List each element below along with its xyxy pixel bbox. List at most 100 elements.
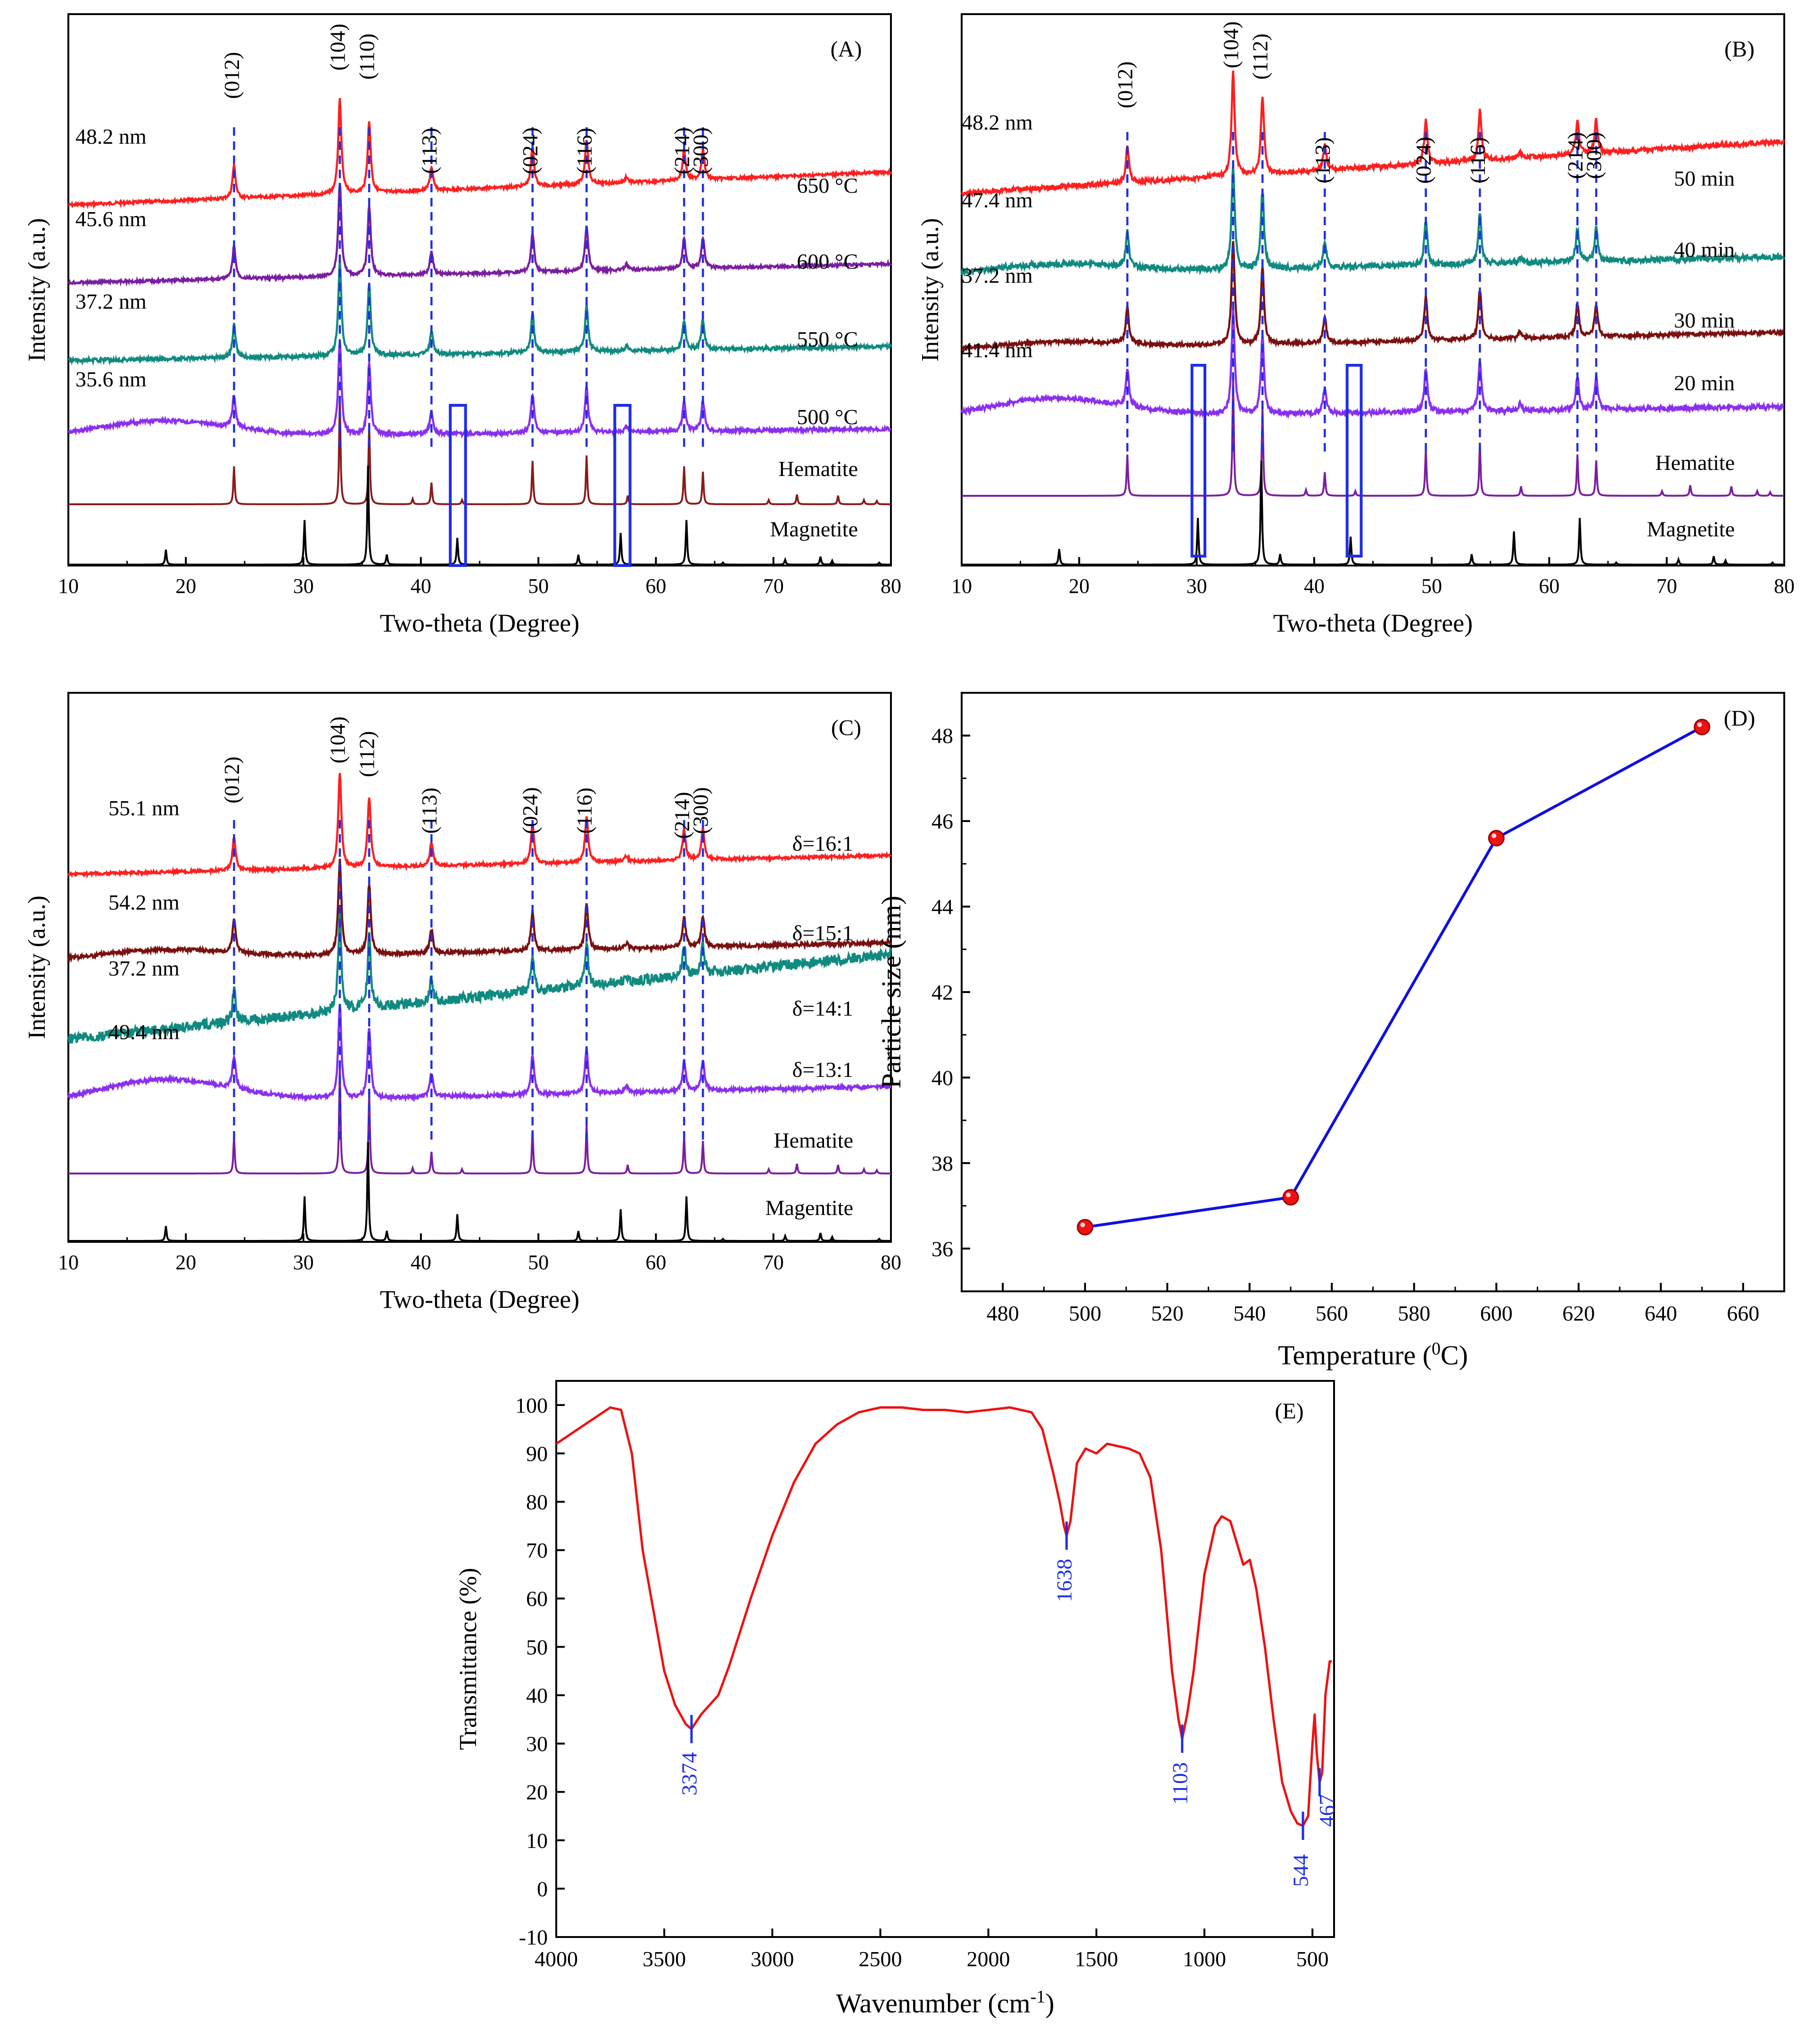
x-tick-label: 50 — [528, 1251, 549, 1274]
series-label: Hematite — [1655, 451, 1735, 475]
size-label: 45.6 nm — [75, 207, 147, 231]
peak-label: (024) — [518, 127, 542, 174]
y-tick-label: 100 — [515, 1393, 548, 1417]
y-tick-label: -10 — [519, 1925, 548, 1949]
y-tick-label: 30 — [526, 1732, 548, 1756]
x-tick-label: 20 — [175, 1251, 196, 1274]
y-tick-label: 70 — [526, 1538, 548, 1562]
x-tick-label: 640 — [1645, 1301, 1677, 1325]
trace-5 — [68, 465, 891, 566]
y-tick-label: 44 — [931, 895, 953, 919]
series-label: 550 °C — [797, 327, 858, 351]
peak-label: (024) — [518, 787, 542, 834]
trace-3 — [67, 341, 891, 440]
trace-2 — [961, 241, 1785, 353]
y-tick-label: 38 — [931, 1151, 953, 1175]
trace-0 — [68, 98, 892, 210]
x-tick-label: 60 — [645, 575, 666, 598]
x-axis-label: Two-theta (Degree) — [380, 609, 579, 637]
x-tick-label: 2500 — [859, 1947, 902, 1971]
peak-label: (116) — [1466, 137, 1490, 183]
x-tick-label: 10 — [58, 575, 79, 598]
trace-0 — [67, 773, 892, 879]
peak-annotation: 544 — [1289, 1855, 1313, 1887]
y-axis-label: Intensity (a.u.) — [24, 895, 50, 1039]
data-point-highlight — [1080, 1222, 1085, 1227]
panel-letter: (D) — [1724, 706, 1755, 731]
peak-annotation: 1103 — [1168, 1762, 1192, 1805]
y-axis-label: Intensity (a.u.) — [24, 218, 50, 362]
y-axis-label: Intensity (a.u.) — [917, 218, 944, 362]
peak-annotation: 3374 — [677, 1752, 701, 1796]
highlight-box — [1190, 364, 1207, 558]
panel-e-ftir: 4000 3500 3000 2500 2000 1500 1000 500 -10 0 10 20 3… — [455, 1380, 1339, 2019]
x-tick-label: 60 — [1539, 575, 1559, 598]
x-tick-label: 1000 — [1183, 1947, 1226, 1971]
x-axis-label: Two-theta (Degree) — [380, 1285, 579, 1313]
peak-annotation: 467 — [1315, 1794, 1339, 1827]
size-label: 41.4 nm — [962, 338, 1033, 362]
peak-label: (104) — [325, 716, 349, 763]
y-tick-label: 90 — [526, 1442, 548, 1466]
size-label: 37.2 nm — [108, 956, 180, 980]
data-point-highlight — [1697, 722, 1702, 727]
trace-2 — [67, 260, 892, 366]
peak-label: (214) — [670, 127, 694, 174]
x-tick-label: 50 — [528, 575, 549, 598]
y-tick-label: 36 — [931, 1237, 953, 1261]
panel-c-xrd-ratio: 10 20 30 40 50 60 70 80 Two-theta (Degree) Intens… — [24, 692, 901, 1313]
x-tick-label: 600 — [1480, 1301, 1513, 1325]
series-label: δ=14:1 — [792, 996, 853, 1020]
series-label: 50 min — [1674, 166, 1735, 190]
peak-label: (112) — [1248, 33, 1272, 80]
panel-d-particle-size: 480 500 520 540 560 580 600 620 640 6603638404244… — [876, 692, 1785, 1371]
x-tick-label: 30 — [1187, 575, 1207, 598]
series-label: 40 min — [1674, 238, 1735, 262]
x-axis-label: Temperature (0C) — [1278, 1339, 1468, 1371]
series-label: Hematite — [774, 1128, 853, 1152]
x-tick-label: 3000 — [750, 1947, 794, 1971]
x-tick-label: 480 — [987, 1301, 1019, 1325]
peak-label: (012) — [220, 756, 244, 804]
panel-letter: (C) — [831, 715, 861, 740]
peak-label: (012) — [220, 52, 244, 99]
x-tick-label: 660 — [1727, 1301, 1759, 1325]
size-label: 48.2 nm — [75, 124, 147, 148]
x-tick-label: 40 — [411, 1251, 431, 1274]
series-label: 600 °C — [797, 249, 858, 273]
series-label: Magnetite — [1647, 517, 1735, 541]
x-tick-label: 500 — [1296, 1947, 1329, 1971]
trace-2 — [67, 911, 892, 1044]
peak-label: (104) — [325, 24, 349, 71]
x-tick-label: 520 — [1151, 1301, 1184, 1325]
y-tick-label: 46 — [931, 809, 953, 833]
size-label: 49.4 nm — [108, 1020, 180, 1044]
trace-4 — [68, 1065, 891, 1174]
highlight-box — [449, 404, 467, 567]
x-axis-label: Two-theta (Degree) — [1273, 609, 1473, 637]
peak-label: (300) — [689, 127, 713, 174]
x-tick-label: 4000 — [535, 1947, 578, 1971]
data-point — [1077, 1219, 1094, 1236]
peak-label: (012) — [1113, 61, 1137, 108]
series-label: Magentite — [766, 1196, 854, 1220]
series-label: Hematite — [778, 457, 858, 481]
y-tick-label: 50 — [526, 1635, 548, 1659]
peak-label: (110) — [355, 33, 379, 80]
series-label: 500 °C — [797, 405, 858, 429]
data-point — [1694, 719, 1710, 736]
x-tick-label: 580 — [1398, 1301, 1430, 1325]
panel-letter: (E) — [1275, 1399, 1303, 1424]
peak-label: (116) — [572, 788, 596, 834]
y-tick-label: 20 — [526, 1780, 548, 1804]
y-tick-label: 80 — [526, 1490, 548, 1514]
trace-1 — [67, 859, 892, 963]
x-tick-label: 40 — [411, 575, 431, 598]
size-label: 54.2 nm — [108, 890, 180, 914]
peak-label: (113) — [417, 128, 441, 174]
y-axis-label: Transmittance (%) — [455, 1568, 482, 1750]
series-label: δ=16:1 — [792, 831, 853, 855]
x-tick-label: 80 — [881, 575, 901, 598]
x-axis-label-unit: C) — [1441, 1340, 1468, 1371]
size-line — [1085, 725, 1703, 1229]
